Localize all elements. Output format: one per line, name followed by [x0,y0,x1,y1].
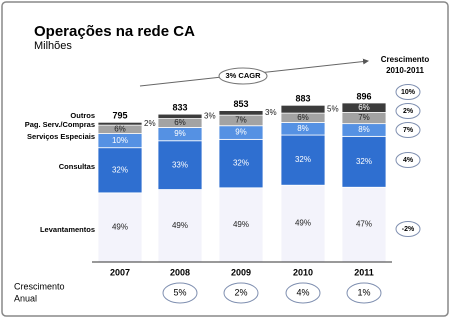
series-label: Serviços Especiais [27,132,95,141]
annual-growth-label: 5% [173,287,186,297]
value-label: 49% [233,220,249,229]
value-label: 9% [235,128,247,137]
growth-ellipse [395,84,421,100]
annual-growth-label: 1% [357,287,370,297]
value-label: 3% [265,108,277,117]
x-tick-label: 2010 [293,267,313,277]
value-label: 7% [235,116,247,125]
growth-label: -2% [402,226,415,233]
total-label: 833 [172,103,187,113]
chart-subtitle: Milhões [34,40,72,52]
growth-label: 2% [403,108,414,115]
series-label: Levantamentos [40,225,95,234]
total-label: 883 [295,94,310,104]
x-tick-label: 2011 [354,267,374,277]
growth-ellipse [223,282,259,304]
value-label: 32% [295,155,311,164]
bar-segment [218,110,264,116]
value-label: 6% [297,113,309,122]
value-label: 33% [172,160,188,169]
series-label: Pag. Serv./Compras [25,120,95,129]
annual-growth-label: 4% [296,287,309,297]
growth-label: 10% [401,89,416,96]
growth-title: 2010-2011 [386,66,424,75]
growth-ellipse [346,282,382,304]
growth-ellipse [395,221,421,237]
growth-ellipse [162,282,198,304]
bar-segment [341,102,387,113]
total-label: 896 [356,91,371,101]
growth-ellipse [395,122,421,138]
bar-segment [157,140,203,190]
growth-label: 7% [403,127,414,134]
bar-segment [97,147,143,194]
bar-segment [341,186,387,263]
value-label: 8% [358,125,370,134]
total-label: 795 [112,111,127,121]
value-label: 49% [112,223,128,232]
series-label: Consultas [59,162,95,171]
value-label: 9% [174,129,186,138]
value-label: 49% [295,219,311,228]
value-label: 7% [358,113,370,122]
value-label: 47% [356,220,372,229]
value-label: 6% [358,103,370,112]
value-label: 5% [327,104,339,113]
growth-ellipse [285,282,321,304]
series-label: Outros [70,111,95,120]
growth-ellipse [395,103,421,119]
growth-title: Crescimento [381,55,430,64]
bar-segment [341,135,387,188]
value-label: 49% [172,221,188,230]
value-label: 32% [233,159,249,168]
bar-segment [280,184,326,263]
value-label: 6% [174,118,186,127]
bar-segment [280,134,326,186]
total-label: 853 [233,99,248,109]
value-label: 32% [356,157,372,166]
annual-growth-label: 2% [234,287,247,297]
x-tick-label: 2007 [110,267,130,277]
bar-segment [280,104,326,114]
value-label: 10% [112,136,128,145]
value-label: 8% [297,124,309,133]
value-label: 6% [114,124,126,133]
cagr-ellipse [218,67,268,85]
annual-growth-title: Anual [14,293,37,303]
growth-label: 4% [403,157,414,164]
value-label: 32% [112,165,128,174]
annual-growth-title: Crescimento [14,281,65,291]
value-label: 2% [144,119,156,128]
x-tick-label: 2009 [231,267,251,277]
value-label: 3% [204,111,216,120]
bar-segment [97,121,143,126]
cagr-label: 3% CAGR [225,71,261,80]
growth-ellipse [395,152,421,168]
x-tick-label: 2008 [170,267,190,277]
chart-title: Operações na rede CA [34,23,195,40]
bar-segment [157,113,203,119]
